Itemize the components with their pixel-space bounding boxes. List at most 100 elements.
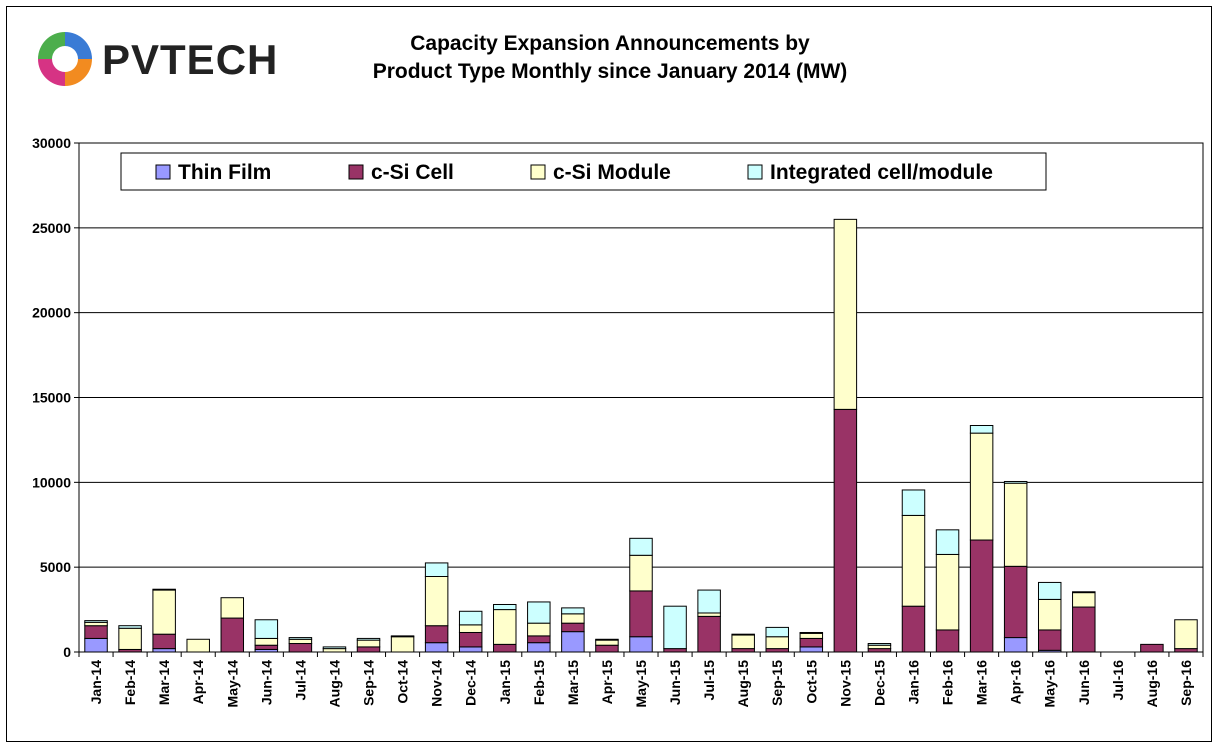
x-tick-label: Jun-14 bbox=[258, 660, 274, 705]
bar-c-si-cell bbox=[1140, 643, 1164, 653]
bar-c-si-module bbox=[527, 622, 551, 637]
x-tick-label: Jan-15 bbox=[497, 660, 513, 705]
x-tick-label: Jun-16 bbox=[1076, 660, 1092, 705]
bar-thin-film bbox=[152, 648, 176, 653]
bar-c-si-cell bbox=[867, 648, 892, 653]
x-tick-label: Nov-14 bbox=[429, 660, 445, 707]
bar-integrated-cell-module bbox=[969, 424, 994, 434]
bar-c-si-module bbox=[1037, 598, 1062, 631]
bar-c-si-cell bbox=[84, 625, 108, 639]
x-tick-label: Mar-15 bbox=[565, 660, 581, 705]
x-tick-label: Aug-15 bbox=[735, 660, 751, 708]
title-line-2: Product Type Monthly since January 2014 … bbox=[372, 60, 848, 83]
x-tick-label: Aug-14 bbox=[326, 660, 342, 708]
bar-c-si-cell bbox=[765, 648, 789, 653]
bar-integrated-cell-module bbox=[493, 603, 517, 611]
bar-c-si-module bbox=[118, 627, 142, 650]
bar-c-si-cell bbox=[629, 590, 653, 638]
bar-integrated-cell-module bbox=[697, 589, 721, 614]
bar-c-si-module bbox=[1174, 619, 1198, 650]
bar-c-si-cell bbox=[731, 648, 755, 653]
bar-c-si-module bbox=[935, 553, 960, 631]
bar-c-si-module bbox=[697, 612, 721, 617]
y-tick-label: 0 bbox=[63, 644, 71, 660]
bar-c-si-module bbox=[1003, 482, 1028, 567]
x-tick-label: Nov-15 bbox=[837, 660, 853, 707]
x-tick-label: Oct-15 bbox=[803, 660, 819, 704]
bar-c-si-module bbox=[731, 634, 755, 650]
bar-c-si-module bbox=[595, 639, 619, 646]
bar-integrated-cell-module bbox=[765, 626, 789, 638]
bar-c-si-module bbox=[424, 575, 449, 627]
bar-integrated-cell-module bbox=[799, 631, 824, 634]
x-tick-label: May-16 bbox=[1042, 660, 1058, 708]
x-tick-label: Feb-14 bbox=[122, 660, 138, 705]
y-tick-label: 10000 bbox=[32, 474, 71, 490]
bar-thin-film bbox=[561, 631, 585, 653]
bar-c-si-cell bbox=[254, 644, 279, 650]
bar-c-si-module bbox=[186, 638, 210, 653]
bar-c-si-module bbox=[220, 597, 245, 619]
bar-c-si-module bbox=[288, 638, 313, 645]
x-tick-label: Apr-14 bbox=[190, 660, 206, 705]
y-tick-label: 20000 bbox=[32, 305, 71, 321]
bar-c-si-module bbox=[152, 589, 176, 635]
bar-c-si-module bbox=[493, 609, 517, 645]
bar-c-si-cell bbox=[356, 646, 381, 653]
legend-swatch bbox=[348, 164, 364, 180]
x-tick-label: Dec-15 bbox=[871, 660, 887, 706]
bar-c-si-cell bbox=[901, 605, 926, 653]
y-tick-label: 30000 bbox=[32, 135, 71, 151]
x-tick-label: May-14 bbox=[224, 660, 240, 708]
x-tick-label: Feb-15 bbox=[531, 660, 547, 705]
bar-c-si-cell bbox=[561, 622, 585, 633]
bar-c-si-cell bbox=[969, 539, 994, 653]
bar-integrated-cell-module bbox=[1037, 581, 1062, 600]
x-tick-label: Jul-16 bbox=[1110, 660, 1126, 701]
bar-thin-film bbox=[527, 642, 551, 653]
legend-label: Thin Film bbox=[178, 161, 271, 184]
bar-c-si-cell bbox=[493, 643, 517, 653]
bar-c-si-module bbox=[356, 639, 381, 648]
legend-label: c-Si Module bbox=[553, 161, 671, 184]
bar-c-si-module bbox=[254, 637, 279, 646]
bar-c-si-cell bbox=[595, 644, 619, 653]
bar-c-si-cell bbox=[1037, 629, 1062, 651]
bar-thin-film bbox=[1003, 637, 1028, 653]
bar-c-si-cell bbox=[799, 637, 824, 648]
bar-integrated-cell-module bbox=[322, 646, 347, 650]
x-tick-label: Jan-14 bbox=[88, 660, 104, 705]
pvtech-logo: PVTECH bbox=[30, 24, 310, 104]
x-tick-label: Jul-14 bbox=[292, 660, 308, 701]
bar-integrated-cell-module bbox=[424, 562, 449, 577]
bar-thin-film bbox=[629, 636, 653, 653]
x-tick-label: Feb-16 bbox=[940, 660, 956, 705]
bar-thin-film bbox=[458, 646, 483, 653]
y-tick-label: 25000 bbox=[32, 220, 71, 236]
bar-integrated-cell-module bbox=[288, 637, 313, 640]
bar-integrated-cell-module bbox=[561, 607, 585, 615]
bar-integrated-cell-module bbox=[118, 625, 142, 629]
legend-swatch bbox=[155, 164, 171, 180]
y-tick-label: 15000 bbox=[32, 390, 71, 406]
bar-c-si-cell bbox=[1174, 648, 1198, 653]
bar-integrated-cell-module bbox=[254, 619, 279, 639]
bar-thin-film bbox=[799, 646, 824, 653]
bar-integrated-cell-module bbox=[356, 637, 381, 641]
bar-integrated-cell-module bbox=[152, 588, 176, 591]
title-line-1: Capacity Expansion Announcements by bbox=[410, 32, 810, 55]
bar-c-si-module bbox=[867, 644, 892, 650]
x-tick-label: Apr-16 bbox=[1008, 660, 1024, 705]
bar-c-si-cell bbox=[424, 625, 449, 644]
x-tick-label: Jan-16 bbox=[905, 660, 921, 705]
bar-c-si-cell bbox=[458, 631, 483, 648]
bar-c-si-cell bbox=[288, 643, 313, 653]
bar-c-si-module bbox=[799, 632, 824, 639]
bar-integrated-cell-module bbox=[867, 643, 892, 646]
bar-integrated-cell-module bbox=[629, 537, 653, 556]
bar-c-si-module bbox=[901, 514, 926, 607]
bar-integrated-cell-module bbox=[663, 605, 687, 650]
bar-integrated-cell-module bbox=[901, 489, 926, 516]
x-tick-label: Sep-14 bbox=[361, 660, 377, 706]
